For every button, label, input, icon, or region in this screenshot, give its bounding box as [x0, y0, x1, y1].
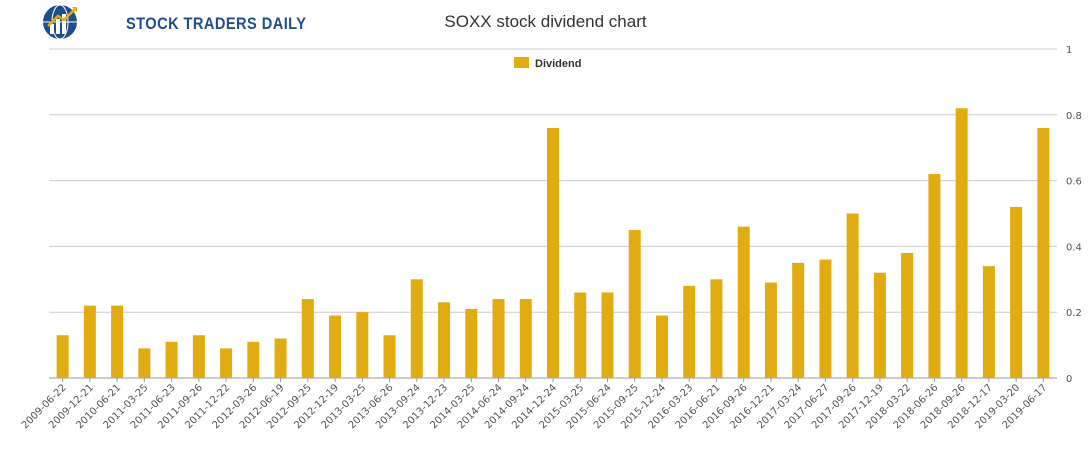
bar [873, 272, 886, 378]
y-tick-label: 0 [1066, 374, 1072, 385]
bar [601, 292, 614, 378]
bar [683, 285, 696, 378]
bar [764, 282, 777, 378]
y-tick-label: 0.4 [1066, 242, 1082, 253]
bar [655, 315, 668, 378]
bar [329, 315, 342, 378]
logo-globe-icon [43, 4, 77, 40]
legend-label: Dividend [535, 58, 581, 70]
bar [1010, 206, 1023, 378]
brand-name: STOCK TRADERS DAILY [126, 14, 307, 33]
y-tick-label: 0.8 [1066, 111, 1082, 122]
bar [574, 292, 587, 378]
bar [928, 174, 941, 378]
bar [819, 259, 832, 378]
bar [111, 305, 124, 378]
bar [901, 252, 914, 378]
bar [710, 279, 723, 378]
bar [982, 266, 995, 378]
bar [301, 299, 314, 378]
bar [547, 127, 559, 379]
bar [628, 229, 641, 378]
chart-title: SOXX stock dividend chart [444, 12, 647, 31]
bar [792, 262, 805, 378]
bar [492, 299, 505, 378]
bar [737, 226, 750, 378]
bar [274, 338, 287, 378]
bar [438, 302, 451, 378]
bar [138, 348, 151, 378]
bar [383, 335, 396, 378]
bar [356, 312, 369, 378]
bar [519, 299, 532, 378]
bar [247, 341, 260, 378]
bar [220, 348, 233, 378]
bar [1037, 127, 1050, 379]
bar [83, 305, 96, 378]
legend-swatch [514, 57, 529, 68]
y-tick-label: 0.2 [1066, 308, 1082, 319]
y-tick-label: 1 [1066, 45, 1072, 56]
y-tick-label: 0.6 [1066, 177, 1082, 188]
bar [56, 335, 69, 378]
bar [410, 279, 423, 378]
bar [955, 108, 968, 378]
bar [165, 341, 178, 378]
brand-logo[interactable]: STOCK TRADERS DAILY [40, 2, 306, 42]
bar [465, 308, 478, 378]
bar [846, 213, 859, 378]
bar [192, 335, 205, 378]
